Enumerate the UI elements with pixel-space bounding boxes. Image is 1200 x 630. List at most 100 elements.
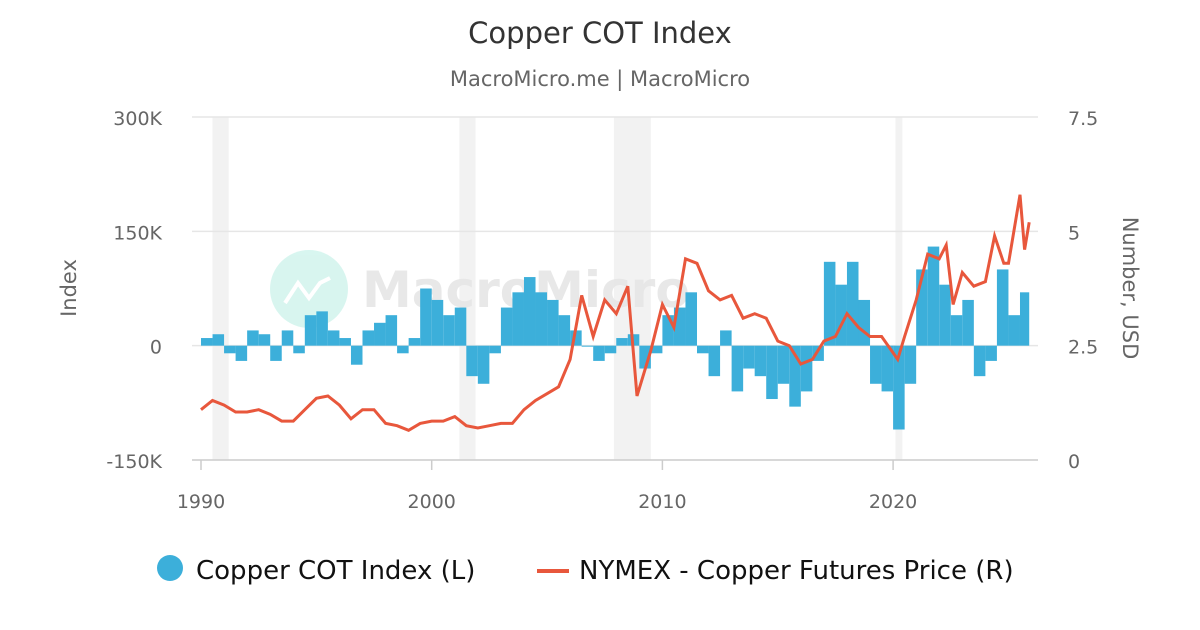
axes: -150K 0 0 2.5 150K 5 300K 7.5 1990 2000 2010 2020 [106,108,1098,513]
legend: Copper COT Index (L) NYMEX - Copper Futu… [157,555,1014,586]
cot-bar [893,345,905,430]
cot-bar [385,315,398,346]
cot-bar [593,345,605,361]
legend-cot-label: Copper COT Index (L) [196,556,475,586]
cot-bar [258,334,271,346]
cot-bar [558,315,571,346]
cot-bar [708,345,721,377]
cot-bar [547,299,559,346]
cot-bar [570,330,582,346]
cot-bar [604,345,617,354]
cot-bar [362,330,375,346]
recession-band [212,117,229,460]
cot-bar [766,345,778,400]
cot-bar [270,345,282,361]
cot-bar [743,345,755,369]
y-right-tick-label: 0 [1068,451,1080,473]
y-left-tick-label: 150K [113,222,162,244]
cot-bar [397,345,409,354]
legend-item-price[interactable]: NYMEX - Copper Futures Price (R) [537,556,1014,586]
cot-bar [431,299,444,346]
cot-bar [835,284,847,346]
cot-bar [846,261,859,346]
y-left-tick-label: 300K [113,108,162,130]
cot-bar [697,345,709,354]
copper-price-line [200,194,1031,432]
cot-bar [1019,292,1030,346]
cot-bar [512,292,524,346]
recession-band [895,117,903,460]
legend-cot-marker-icon [157,555,183,581]
cot-bar [235,345,248,361]
cot-bar [939,284,951,346]
y-axis-right-label: Number, USD [1118,217,1142,360]
cot-bar [281,330,294,346]
cot-bar [535,292,548,346]
cot-bar [962,299,974,346]
x-tick-label: 2000 [408,491,456,513]
cot-bar [616,338,628,346]
cot-bar [339,338,351,346]
cot-bar [881,345,894,392]
cot-bar [812,345,824,361]
cot-bar [927,246,940,346]
cot-bar [316,311,328,346]
x-tick-label: 1990 [177,491,225,513]
cot-bar [800,345,813,392]
y-left-tick-label: -150K [106,451,162,473]
cot-bar [858,299,871,346]
x-tick-label: 2010 [638,491,686,513]
cot-bar [985,345,997,361]
cot-bar [581,345,594,347]
watermark-logo-icon [270,250,348,328]
cot-bar [754,345,767,377]
cot-bar [904,345,917,384]
cot-bar [374,322,386,346]
cot-bar [489,345,501,354]
cot-bar [685,292,698,346]
cot-bar [201,338,213,346]
cot-bar [720,330,732,346]
cot-bar [454,307,467,346]
cot-bars [201,246,1030,430]
recession-band [613,117,651,460]
cot-bar [224,345,236,354]
cot-bar [789,345,801,407]
x-tick-label: 2020 [869,491,917,513]
cot-bar [1008,315,1020,346]
watermark-logo-mark [283,276,331,305]
cot-bar [443,315,455,346]
cot-bar [212,334,225,346]
cot-bar [247,330,259,346]
cot-bar [870,345,882,384]
cot-bar [673,307,686,346]
legend-price-label: NYMEX - Copper Futures Price (R) [579,556,1014,586]
y-right-tick-label: 2.5 [1068,337,1098,359]
cot-bar [996,269,1009,346]
y-right-tick-label: 7.5 [1068,108,1098,130]
y-left-tick-label: 0 [150,337,162,359]
cot-bar [731,345,744,392]
cot-bar [500,307,513,346]
y-right-tick-label: 5 [1068,222,1080,244]
cot-bar [523,277,536,346]
cot-bar [639,345,651,369]
chart-subtitle: MacroMicro.me | MacroMicro [450,67,750,92]
cot-bar [973,345,986,377]
cot-bar [650,345,663,354]
cot-bar [777,345,790,384]
cot-bar [293,345,305,354]
cot-bar [327,330,340,346]
cot-bar [823,261,836,346]
cot-bar [420,288,432,346]
legend-item-cot[interactable]: Copper COT Index (L) [157,555,475,586]
cot-bar [304,315,317,346]
cot-bar [916,269,928,346]
cot-bar [950,315,963,346]
cot-bar [662,315,674,346]
cot-bar [477,345,490,384]
cot-bar [350,345,363,365]
cot-bar [408,338,421,346]
